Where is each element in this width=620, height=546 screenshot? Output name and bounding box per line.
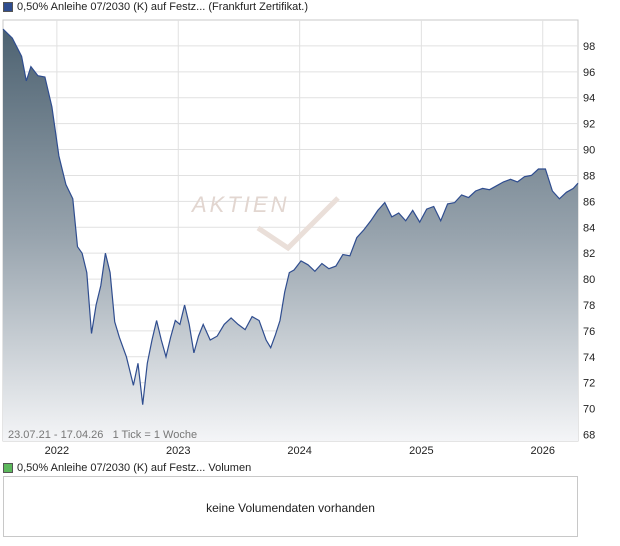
y-tick-label: 90 [583, 145, 595, 157]
y-tick-label: 84 [583, 222, 595, 234]
x-tick-label: 2023 [166, 445, 190, 457]
volume-empty-message: keine Volumendaten vorhanden [206, 501, 375, 515]
x-tick-label: 2024 [287, 445, 311, 457]
x-tick-label: 2026 [531, 445, 555, 457]
volume-panel: keine Volumendaten vorhanden [3, 476, 578, 537]
volume-series-swatch [3, 463, 13, 473]
price-line [2, 28, 579, 405]
y-tick-label: 98 [583, 41, 595, 53]
volume-legend-label: 0,50% Anleihe 07/2030 (K) auf Festz... V… [17, 462, 252, 474]
y-tick-label: 92 [583, 119, 595, 131]
watermark: AKTIEN [190, 192, 289, 217]
x-tick-label: 2022 [45, 445, 69, 457]
y-tick-label: 86 [583, 196, 595, 208]
x-axis: 2022 2023 2024 2025 2026 [45, 445, 555, 457]
y-tick-label: 94 [583, 93, 595, 105]
chart-info: 23.07.21 - 17.04.26 1 Tick = 1 Woche [8, 429, 197, 441]
price-area [3, 29, 578, 441]
y-tick-label: 82 [583, 248, 595, 260]
y-tick-label: 96 [583, 67, 595, 79]
y-tick-label: 74 [583, 352, 595, 364]
price-legend-label: 0,50% Anleihe 07/2030 (K) auf Festz... (… [17, 1, 309, 13]
y-tick-label: 76 [583, 326, 595, 338]
volume-legend: 0,50% Anleihe 07/2030 (K) auf Festz... V… [3, 462, 251, 474]
price-legend: 0,50% Anleihe 07/2030 (K) auf Festz... (… [3, 1, 308, 13]
y-axis: 68 70 72 74 76 78 80 82 84 86 88 90 92 94 96 98 [583, 41, 595, 442]
y-tick-label: 80 [583, 274, 595, 286]
price-chart: AKTIEN 68707274767880828486889092949698 … [2, 19, 595, 457]
y-tick-label: 78 [583, 300, 595, 312]
price-series-swatch [3, 2, 13, 12]
y-tick-label: 72 [583, 378, 595, 390]
y-tick-label: 88 [583, 170, 595, 182]
y-tick-label: 68 [583, 430, 595, 442]
watermark-check-icon [256, 196, 340, 252]
x-tick-label: 2025 [409, 445, 433, 457]
y-tick-label: 70 [583, 404, 595, 416]
